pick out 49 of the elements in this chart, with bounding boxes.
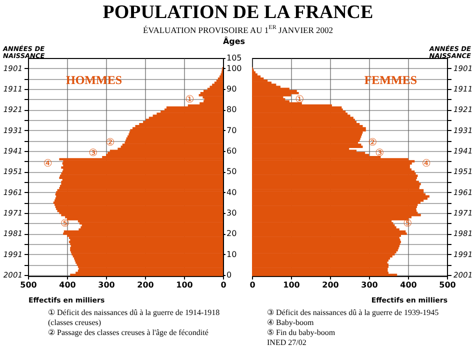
- chart-subtitle: ÉVALUATION PROVISOIRE AU 1$^{ER}$ JANVIER 2002: [142, 24, 334, 35]
- text: ④ Baby-boom: [267, 318, 315, 327]
- x-tick-label: 200: [137, 280, 154, 290]
- x-tick-label: 200: [322, 280, 340, 290]
- x-tick-label: 500: [20, 280, 38, 290]
- text: HOMMES: [66, 72, 122, 87]
- y-tick-label: 50: [226, 166, 237, 176]
- annotation: ③: [375, 148, 384, 159]
- bar: [59, 158, 223, 160]
- annotation: ②: [106, 138, 115, 149]
- annotation: ④: [422, 158, 431, 170]
- y-tick-label: 10: [226, 250, 237, 259]
- y-tick-label: 70: [226, 126, 237, 135]
- annotation: ③: [88, 148, 98, 159]
- annotation: ①: [295, 94, 304, 106]
- y-tick-label: 0: [226, 270, 232, 280]
- y-tick-label: 100: [226, 64, 242, 73]
- x-tick-label: 0: [220, 280, 227, 290]
- text: ② Passage des classes creuses à l'âge de fécondité: [48, 328, 209, 337]
- text: INED 27/02: [267, 338, 306, 347]
- y-tick-label: 90: [226, 84, 237, 94]
- text: ⑤ Fin du baby-boom: [267, 328, 336, 337]
- y-tick-label: 80: [226, 104, 237, 114]
- text: ③ Déficit des naissances dû à la guerre de 1939-1945: [267, 308, 439, 317]
- annotation: ①: [185, 94, 194, 106]
- bar: [210, 86, 223, 88]
- x-tick-label: 100: [176, 280, 194, 290]
- x-tick-label: 400: [400, 280, 418, 290]
- text: FEMMES: [364, 72, 418, 87]
- bar: [212, 84, 223, 86]
- x-tick-label: 0: [250, 280, 256, 290]
- y-tick-label: 20: [226, 228, 237, 238]
- y-tick-label: 105: [226, 53, 242, 62]
- y-tick-label: 60: [226, 146, 237, 156]
- y-tick-label: 40: [226, 188, 237, 197]
- x-tick-label: 100: [283, 280, 300, 290]
- bar: [219, 75, 223, 78]
- y-axis-title: Âges: [222, 36, 246, 46]
- annotation: ④: [43, 158, 52, 170]
- y-tick-label: 30: [226, 208, 237, 218]
- bar: [252, 75, 261, 78]
- x-tick-label: 400: [59, 280, 76, 290]
- x-tick-label: 300: [361, 280, 378, 290]
- text: ① Déficit des naissances dû à la guerre de 1914-1918 (classes creuses): [48, 308, 220, 327]
- x-tick-label: 300: [98, 280, 116, 290]
- annotation: ⑤: [60, 218, 70, 230]
- x-tick-label: 500: [439, 280, 456, 290]
- annotation: ②: [368, 138, 378, 149]
- chart-title: POPULATION DE LA FRANCE: [102, 2, 374, 23]
